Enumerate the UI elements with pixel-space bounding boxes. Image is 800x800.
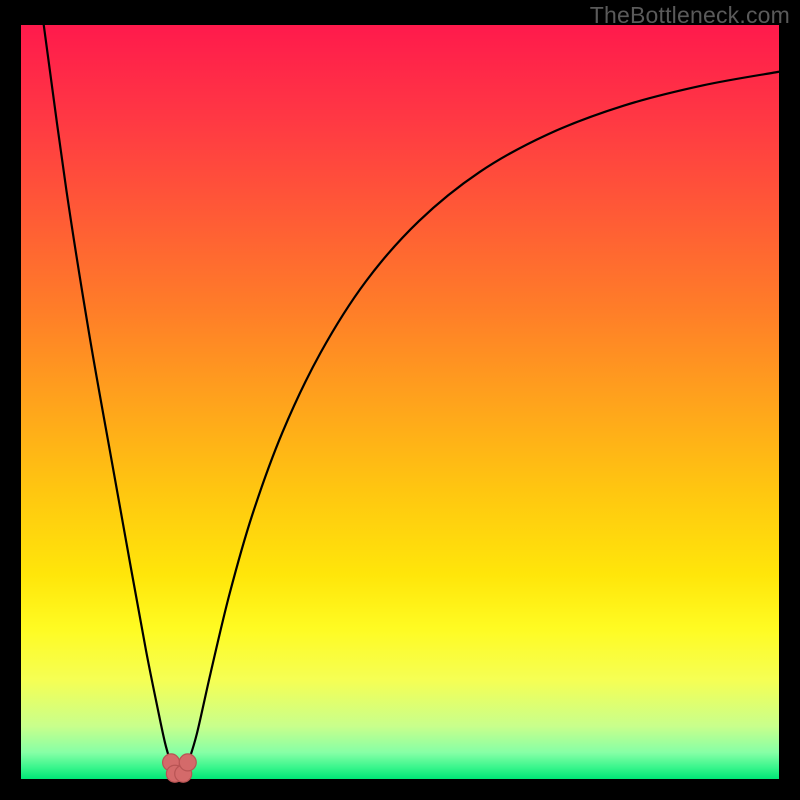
- bottleneck-chart-svg: [0, 0, 800, 800]
- plot-background-gradient: [21, 25, 779, 779]
- chart-root: TheBottleneck.com: [0, 0, 800, 800]
- watermark-text: TheBottleneck.com: [590, 2, 790, 29]
- optimum-marker: [179, 754, 196, 771]
